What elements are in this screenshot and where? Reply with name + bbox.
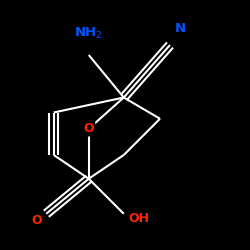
Text: O: O — [84, 122, 94, 135]
Text: OH: OH — [128, 212, 149, 225]
Text: NH$_2$: NH$_2$ — [74, 26, 103, 41]
Text: O: O — [31, 214, 42, 226]
Text: N: N — [174, 22, 186, 35]
Text: N: N — [174, 22, 186, 35]
Text: O: O — [84, 122, 94, 135]
Text: O: O — [31, 214, 42, 226]
Text: NH$_2$: NH$_2$ — [74, 26, 103, 41]
Text: OH: OH — [128, 212, 149, 225]
